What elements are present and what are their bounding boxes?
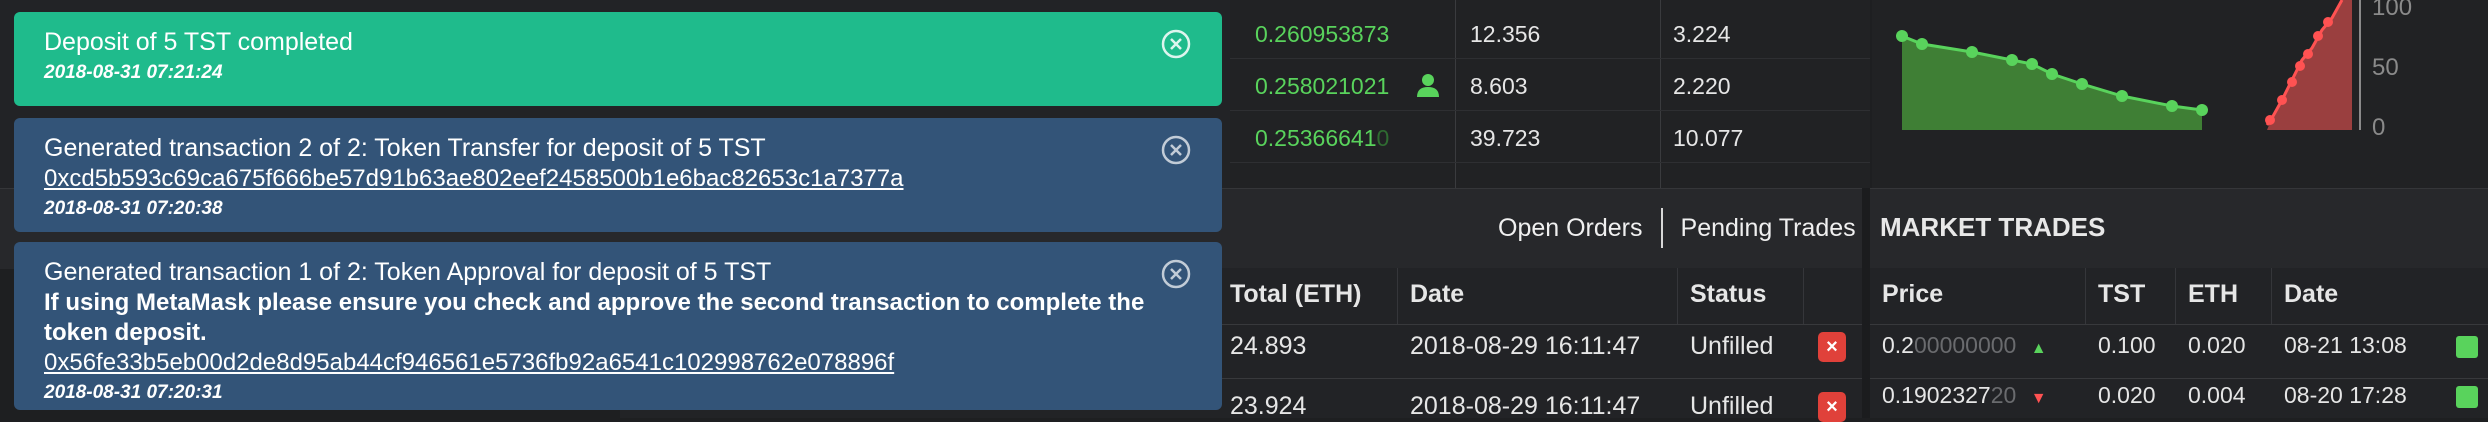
arrow-down-icon: ▼ — [2030, 390, 2047, 407]
tab-pending-trades[interactable]: Pending Trades — [1680, 214, 1856, 242]
notification-title: Generated transaction 1 of 2: Token Appr… — [44, 258, 772, 286]
notification-title: Deposit of 5 TST completed — [44, 28, 353, 56]
row-divider — [620, 378, 1862, 379]
order-total-eth: 24.893 — [1230, 332, 1307, 360]
trade-date: 08-21 13:08 — [2284, 332, 2407, 358]
close-icon[interactable] — [1160, 134, 1192, 166]
order-amount: 12.356 — [1470, 21, 1541, 47]
market-trades-table — [1870, 268, 2488, 418]
column-header-eth[interactable]: ETH — [2176, 268, 2272, 324]
user-icon — [1417, 74, 1439, 97]
order-book-row-partial — [1230, 164, 1870, 189]
trade-price: 0.200000000 ▲ — [1882, 332, 2047, 358]
order-amount: 39.723 — [1470, 125, 1541, 151]
notification-timestamp: 2018-08-31 07:20:31 — [44, 382, 223, 403]
trade-price: 0.190232720 ▼ — [1882, 382, 2047, 408]
tab-open-orders[interactable]: Open Orders — [1498, 214, 1643, 242]
order-price: 0.253666410 — [1255, 125, 1390, 151]
order-total: 2.220 — [1673, 73, 1731, 99]
order-date: 2018-08-29 16:11:47 — [1410, 392, 1641, 420]
notification-deposit-completed[interactable]: Deposit of 5 TST completed 2018-08-31 07… — [14, 12, 1222, 106]
trade-tst: 0.020 — [2098, 382, 2156, 408]
notification-message: If using MetaMask please ensure you chec… — [44, 289, 1145, 346]
y-tick: 100 — [2372, 0, 2413, 21]
notification-timestamp: 2018-08-31 07:21:24 — [44, 62, 223, 83]
order-price: 0.260953873 — [1255, 21, 1390, 47]
arrow-up-icon: ▲ — [2030, 340, 2047, 357]
close-icon[interactable] — [1160, 28, 1192, 60]
order-book-row[interactable]: 0.260953873 12.356 3.224 — [1230, 8, 1870, 59]
trade-eth: 0.020 — [2188, 332, 2246, 358]
notification-title: Generated transaction 2 of 2: Token Tran… — [44, 134, 766, 162]
close-icon[interactable] — [1160, 258, 1192, 290]
tab-separator — [1660, 208, 1663, 248]
column-header-date[interactable]: Date — [2284, 280, 2339, 308]
column-header-total[interactable]: Total (ETH) — [1218, 268, 1398, 324]
trade-eth: 0.004 — [2188, 382, 2246, 408]
trade-tst: 0.100 — [2098, 332, 2156, 358]
panel-divider — [1862, 188, 1870, 418]
notification-token-transfer[interactable]: Generated transaction 2 of 2: Token Tran… — [14, 118, 1222, 232]
notification-token-approval[interactable]: Generated transaction 1 of 2: Token Appr… — [14, 242, 1222, 410]
order-status: Unfilled — [1690, 332, 1774, 360]
order-date: 2018-08-29 16:11:47 — [1410, 332, 1641, 360]
cancel-order-button[interactable]: × — [1818, 392, 1846, 422]
order-amount: 8.603 — [1470, 73, 1528, 99]
depth-chart: 100 50 0 — [1872, 0, 2488, 188]
row-divider — [620, 324, 1862, 325]
order-book-column-divider — [1660, 0, 1661, 188]
order-total-eth: 23.924 — [1230, 392, 1307, 420]
order-total: 3.224 — [1673, 21, 1731, 47]
order-book-row[interactable]: 0.253666410 39.723 10.077 — [1230, 112, 1870, 163]
depth-chart-svg — [1896, 0, 2361, 130]
order-status: Unfilled — [1690, 392, 1774, 420]
column-header-action — [1804, 268, 1862, 324]
external-link-icon[interactable] — [2456, 386, 2478, 408]
trade-date: 08-20 17:28 — [2284, 382, 2407, 408]
external-link-icon[interactable] — [2456, 336, 2478, 358]
ask-points — [2265, 17, 2333, 125]
row-divider — [1870, 378, 2488, 379]
column-header-date[interactable]: Date — [1398, 268, 1678, 324]
transaction-hash-link[interactable]: 0x56fe33b5eb00d2de8d95ab44cf946561e5736f… — [44, 349, 895, 376]
column-header-price[interactable]: Price — [1870, 268, 2086, 324]
cancel-order-button[interactable]: × — [1818, 332, 1846, 362]
column-header-tst[interactable]: TST — [2086, 268, 2176, 324]
order-tabs: Open Orders Pending Trades — [1480, 200, 1874, 256]
notification-timestamp: 2018-08-31 07:20:38 — [44, 198, 223, 219]
order-book-panel — [1230, 0, 1870, 188]
transaction-hash-link[interactable]: 0xcd5b593c69ca675f666be57d91b63ae802eef2… — [44, 165, 904, 192]
order-book-column-divider — [1455, 0, 1456, 188]
order-price: 0.258021021 — [1255, 73, 1390, 99]
order-total: 10.077 — [1673, 125, 1744, 151]
bid-points — [1896, 30, 2208, 116]
row-divider — [1870, 324, 2488, 325]
y-tick: 0 — [2372, 114, 2386, 141]
column-header-status[interactable]: Status — [1678, 268, 1804, 324]
y-tick: 50 — [2372, 54, 2399, 81]
market-trades-title: MARKET TRADES — [1880, 212, 2106, 242]
order-book-row[interactable]: 0.258021021 8.603 2.220 — [1230, 60, 1870, 111]
